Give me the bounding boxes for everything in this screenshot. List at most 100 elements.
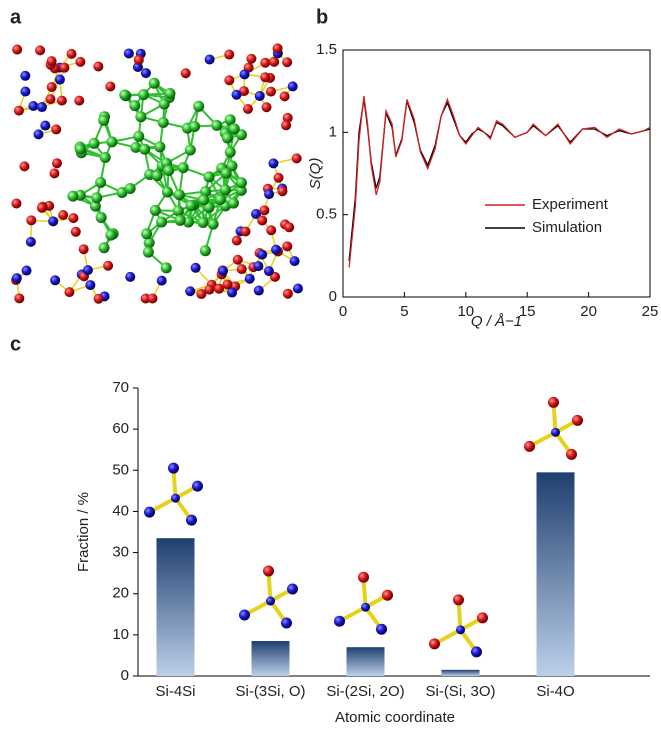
panel-a: a bbox=[10, 6, 303, 303]
atom bbox=[12, 273, 22, 283]
atom bbox=[141, 68, 151, 78]
atom bbox=[59, 63, 69, 73]
molecule-icon bbox=[334, 572, 393, 635]
atom bbox=[255, 91, 265, 101]
atom bbox=[269, 57, 279, 67]
atom bbox=[154, 141, 165, 152]
atom bbox=[173, 205, 184, 216]
atom bbox=[96, 212, 107, 223]
atom bbox=[37, 102, 47, 112]
atom bbox=[28, 101, 38, 111]
atom bbox=[71, 227, 81, 237]
x-tick-label: 20 bbox=[580, 303, 597, 320]
atom bbox=[215, 194, 226, 205]
atom bbox=[14, 106, 24, 116]
atom bbox=[259, 205, 269, 215]
atom bbox=[232, 90, 242, 100]
atom bbox=[264, 189, 274, 199]
y-tick-label: 0 bbox=[121, 667, 129, 684]
atom bbox=[171, 494, 180, 503]
atom bbox=[119, 89, 130, 100]
legend-label: Simulation bbox=[532, 219, 602, 236]
bar bbox=[537, 472, 575, 676]
y-tick-label: 1.5 bbox=[316, 41, 337, 58]
atom bbox=[152, 170, 163, 181]
atom bbox=[266, 597, 275, 606]
atom bbox=[11, 198, 21, 208]
series-line bbox=[349, 96, 650, 267]
atom bbox=[253, 261, 263, 271]
y-tick-label: 10 bbox=[112, 626, 129, 643]
atom bbox=[222, 132, 233, 143]
atom bbox=[143, 247, 154, 258]
atom bbox=[20, 87, 30, 97]
atom bbox=[453, 594, 464, 605]
atom bbox=[159, 99, 170, 110]
atom bbox=[58, 210, 68, 220]
y-tick-label: 0.5 bbox=[316, 206, 337, 223]
atom bbox=[220, 184, 231, 195]
atom bbox=[37, 203, 47, 213]
atom bbox=[228, 198, 239, 209]
y-tick-label: 60 bbox=[112, 420, 129, 437]
x-axis-label: Q / Å−1 bbox=[471, 313, 522, 330]
atom bbox=[264, 266, 274, 276]
atom bbox=[477, 612, 488, 623]
atom bbox=[174, 189, 185, 200]
atom bbox=[129, 100, 140, 111]
atom bbox=[361, 603, 370, 612]
atom bbox=[48, 216, 58, 226]
atom bbox=[266, 225, 276, 235]
atom bbox=[40, 121, 50, 131]
x-tick-label: Si-(3Si, O) bbox=[235, 683, 305, 700]
atom bbox=[193, 101, 204, 112]
atom bbox=[47, 82, 57, 92]
y-tick-label: 0 bbox=[329, 288, 337, 305]
bar bbox=[252, 641, 290, 676]
x-tick-label: Si-4Si bbox=[155, 683, 195, 700]
atom bbox=[157, 276, 167, 286]
y-tick-label: 30 bbox=[112, 544, 129, 561]
atom bbox=[89, 138, 100, 149]
atom bbox=[20, 71, 30, 81]
atom bbox=[46, 94, 56, 104]
atom bbox=[103, 261, 113, 271]
atom bbox=[74, 96, 84, 106]
atom bbox=[224, 50, 234, 60]
molecule-icon bbox=[144, 463, 203, 526]
atom bbox=[524, 441, 535, 452]
atom bbox=[222, 279, 232, 289]
atom bbox=[376, 624, 387, 635]
atom bbox=[233, 255, 243, 265]
atom bbox=[105, 81, 115, 91]
atom bbox=[138, 89, 149, 100]
y-axis-label: Fraction / % bbox=[75, 492, 92, 572]
panel-label: a bbox=[10, 6, 22, 28]
atom bbox=[75, 143, 86, 154]
atom bbox=[105, 230, 116, 241]
atom bbox=[125, 183, 136, 194]
atom bbox=[83, 265, 93, 275]
y-tick-label: 20 bbox=[112, 585, 129, 602]
atom bbox=[162, 186, 173, 197]
atom bbox=[67, 191, 78, 202]
atom bbox=[191, 263, 201, 273]
atom bbox=[382, 590, 393, 601]
atom bbox=[94, 294, 104, 304]
atom bbox=[75, 57, 85, 67]
atom bbox=[260, 58, 270, 68]
atom bbox=[161, 262, 172, 273]
atom bbox=[260, 72, 270, 82]
legend-label: Experiment bbox=[532, 196, 609, 213]
y-tick-label: 50 bbox=[112, 461, 129, 478]
atom bbox=[229, 123, 240, 134]
atom bbox=[55, 75, 65, 85]
x-tick-label: 5 bbox=[400, 303, 408, 320]
atom bbox=[284, 222, 294, 232]
atom bbox=[185, 200, 196, 211]
atom bbox=[141, 228, 152, 239]
atom bbox=[67, 49, 77, 59]
atom bbox=[98, 115, 109, 126]
atom bbox=[271, 245, 281, 255]
atom bbox=[293, 283, 303, 293]
